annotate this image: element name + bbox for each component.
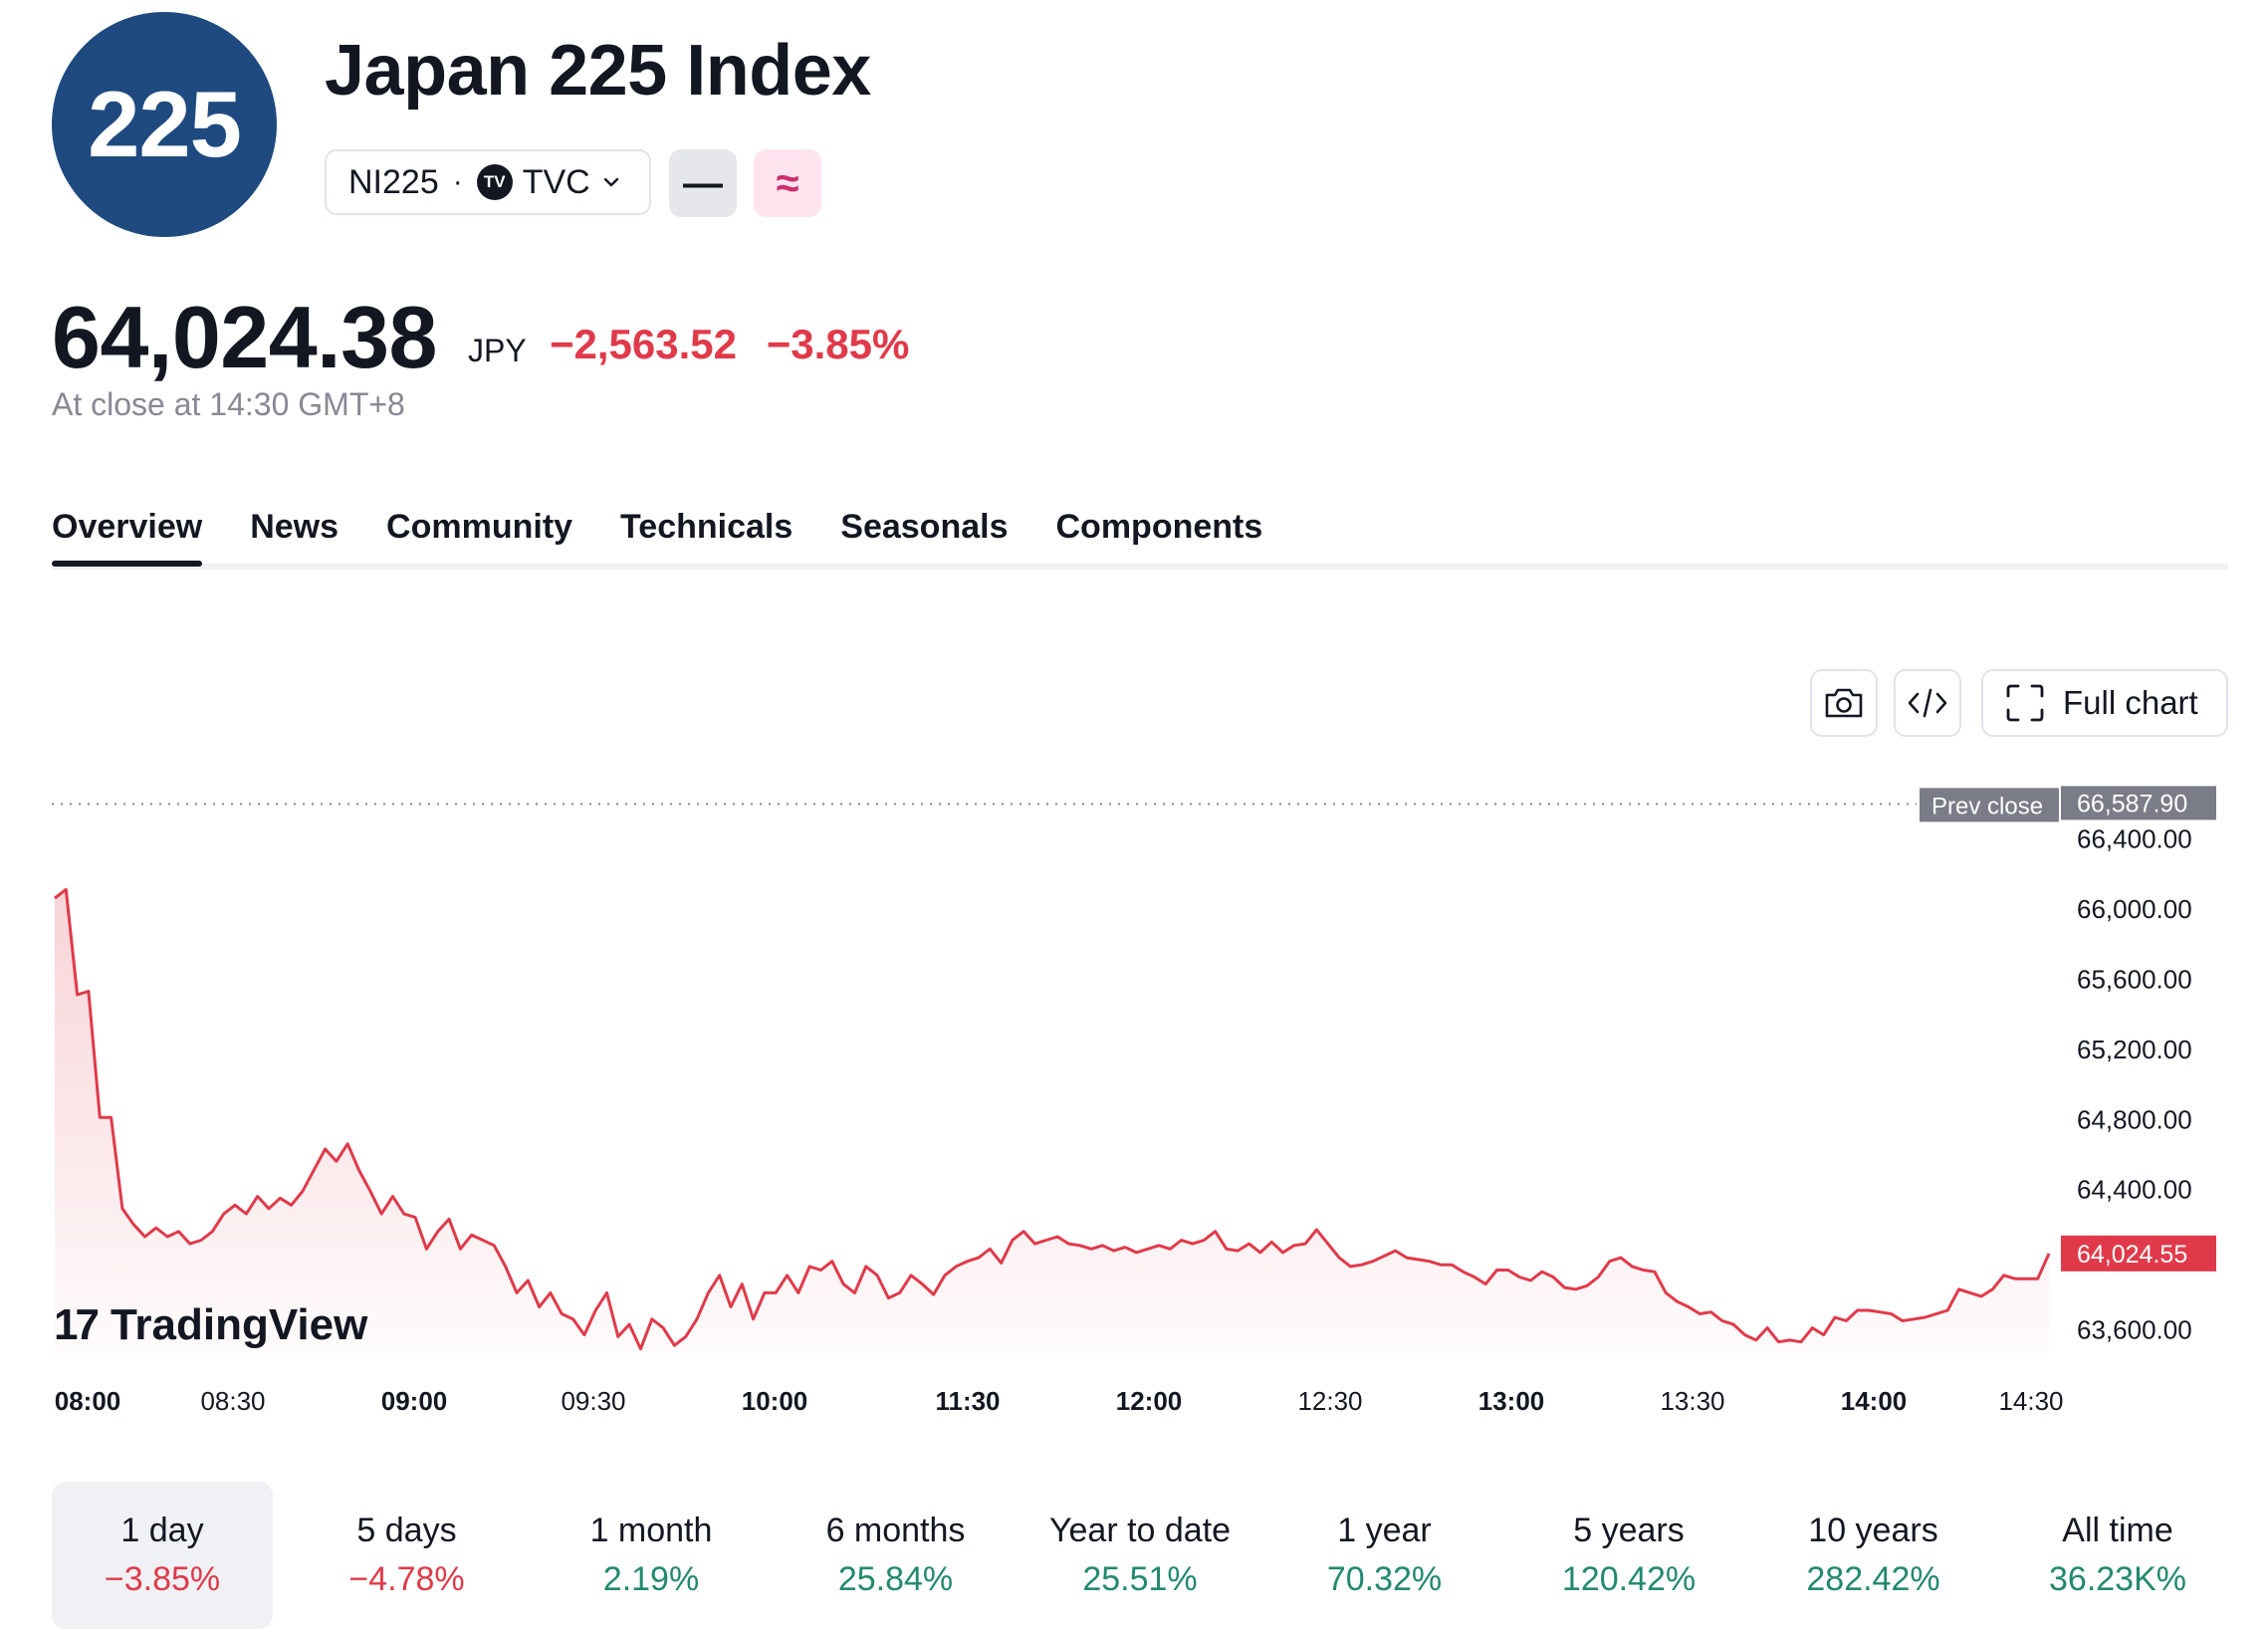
price-change-abs: −2,563.52 — [550, 321, 738, 367]
range-change: 2.19% — [602, 1560, 700, 1598]
range-label: 1 month — [589, 1512, 713, 1549]
range-6-months[interactable]: 6 months 25.84% — [786, 1482, 1007, 1629]
tab-components[interactable]: Components — [1055, 508, 1263, 546]
price-line — [54, 887, 2051, 1351]
price-change-pct: −3.85% — [766, 321, 910, 367]
last-price-value: 64,024.55 — [2077, 1241, 2187, 1269]
range-all-time[interactable]: All time 36.23K% — [2007, 1482, 2228, 1629]
range-label: 6 months — [825, 1512, 966, 1549]
tradingview-watermark: 17 TradingView — [54, 1300, 367, 1350]
last-price-tag: 64,024.55 — [2061, 1235, 2216, 1272]
prev-close-label: Prev close — [1931, 793, 2043, 819]
tab-overview[interactable]: Overview — [52, 508, 203, 567]
range-1-month[interactable]: 1 month 2.19% — [541, 1482, 762, 1629]
tradingview-logo-icon: 17 — [54, 1300, 100, 1349]
x-tick-label: 14:00 — [1841, 1386, 1908, 1416]
range-label: 10 years — [1808, 1512, 1938, 1549]
x-tick-label: 14:30 — [1998, 1386, 2063, 1416]
tab-seasonals[interactable]: Seasonals — [840, 508, 1009, 546]
separator-dot: · — [452, 165, 463, 198]
range-change: 25.84% — [837, 1560, 954, 1598]
range-change: 70.32% — [1326, 1560, 1443, 1598]
index-logo: 225 — [52, 12, 277, 237]
y-tick-label: 64,400.00 — [2077, 1175, 2192, 1205]
tab-technicals[interactable]: Technicals — [620, 508, 794, 546]
x-tick-label: 12:00 — [1116, 1386, 1183, 1416]
y-tick-label: 64,800.00 — [2077, 1104, 2192, 1134]
embed-button[interactable] — [1894, 669, 1961, 737]
range-change: 36.23K% — [2049, 1560, 2186, 1598]
expand-icon — [2006, 684, 2044, 722]
tabs-divider — [52, 564, 2228, 570]
range-label: 5 days — [356, 1512, 457, 1549]
camera-icon — [1825, 688, 1863, 718]
y-tick-label: 66,000.00 — [2077, 894, 2192, 924]
range-change: 282.42% — [1806, 1560, 1940, 1598]
range-label: Year to date — [1048, 1512, 1232, 1549]
range-year-to-date[interactable]: Year to date 25.51% — [1029, 1482, 1250, 1629]
symbol-exchange-selector[interactable]: NI225 · TV TVC — [325, 149, 651, 215]
exchange-name: TVC — [522, 162, 590, 201]
x-tick-label: 09:30 — [561, 1386, 625, 1416]
market-close-note: At close at 14:30 GMT+8 — [52, 386, 405, 422]
range-change: −3.85% — [104, 1560, 221, 1598]
range-label: 1 year — [1337, 1512, 1432, 1549]
price-currency: JPY — [468, 333, 527, 368]
range-10-years[interactable]: 10 years 282.42% — [1763, 1482, 1984, 1629]
range-1-year[interactable]: 1 year 70.32% — [1274, 1482, 1495, 1629]
full-chart-button[interactable]: Full chart — [1981, 669, 2228, 737]
full-chart-label: Full chart — [2063, 684, 2198, 721]
price-change: −2,563.52 −3.85% — [550, 321, 927, 368]
range-change: 120.42% — [1561, 1560, 1697, 1598]
x-tick-label: 09:00 — [381, 1386, 448, 1416]
snapshot-button[interactable] — [1810, 669, 1878, 737]
y-tick-label: 66,400.00 — [2077, 824, 2192, 854]
x-tick-label: 12:30 — [1297, 1386, 1362, 1416]
x-tick-label: 08:30 — [200, 1386, 265, 1416]
range-label: 5 years — [1573, 1512, 1685, 1549]
prev-close-value-bg — [2061, 786, 2216, 820]
range-5-years[interactable]: 5 years 120.42% — [1518, 1482, 1739, 1629]
code-icon — [1908, 688, 1947, 718]
symbol-tabs: Overview News Community Technicals Seaso… — [52, 508, 1310, 567]
x-tick-label: 13:00 — [1478, 1386, 1545, 1416]
tab-news[interactable]: News — [250, 508, 340, 546]
page-title: Japan 225 Index — [325, 31, 871, 111]
range-change: 25.51% — [1082, 1560, 1198, 1598]
price-area — [55, 889, 2049, 1354]
tradingview-exchange-icon: TV — [476, 164, 513, 200]
range-5-days[interactable]: 5 days −4.78% — [297, 1482, 518, 1629]
market-status-badge[interactable]: — — [669, 149, 737, 217]
price-chart[interactable]: 66,400.00 66,000.00 65,600.00 65,200.00 64,8… — [0, 777, 2268, 1434]
y-tick-label: 65,200.00 — [2077, 1035, 2192, 1064]
range-performance-bar: 1 day −3.85% 5 days −4.78% 1 month 2.19% 6 mon… — [52, 1482, 2228, 1629]
prev-close-value: 66,587.90 — [2077, 790, 2187, 817]
range-label: All time — [2062, 1512, 2173, 1549]
prev-close-tag: Prev close 66,587.90 — [1920, 786, 2216, 822]
last-price: 64,024.38 — [52, 288, 438, 386]
symbol-code: NI225 — [348, 162, 439, 201]
x-tick-label: 13:30 — [1660, 1386, 1724, 1416]
x-tick-label: 10:00 — [742, 1386, 808, 1416]
y-tick-label: 65,600.00 — [2077, 964, 2192, 994]
range-1-day[interactable]: 1 day −3.85% — [52, 1482, 273, 1629]
range-label: 1 day — [120, 1512, 204, 1549]
range-change: −4.78% — [348, 1560, 465, 1598]
chevron-down-icon — [603, 177, 618, 187]
prev-close-tag-bg — [1920, 788, 2059, 822]
tradingview-wordmark: TradingView — [110, 1300, 368, 1349]
last-price-tag-bg — [2061, 1235, 2216, 1272]
x-tick-label: 08:00 — [55, 1386, 121, 1416]
y-tick-label: 63,600.00 — [2077, 1315, 2192, 1345]
x-tick-label: 11:30 — [935, 1386, 1000, 1416]
tab-community[interactable]: Community — [386, 508, 573, 546]
delayed-data-badge[interactable]: ≈ — [754, 149, 821, 217]
